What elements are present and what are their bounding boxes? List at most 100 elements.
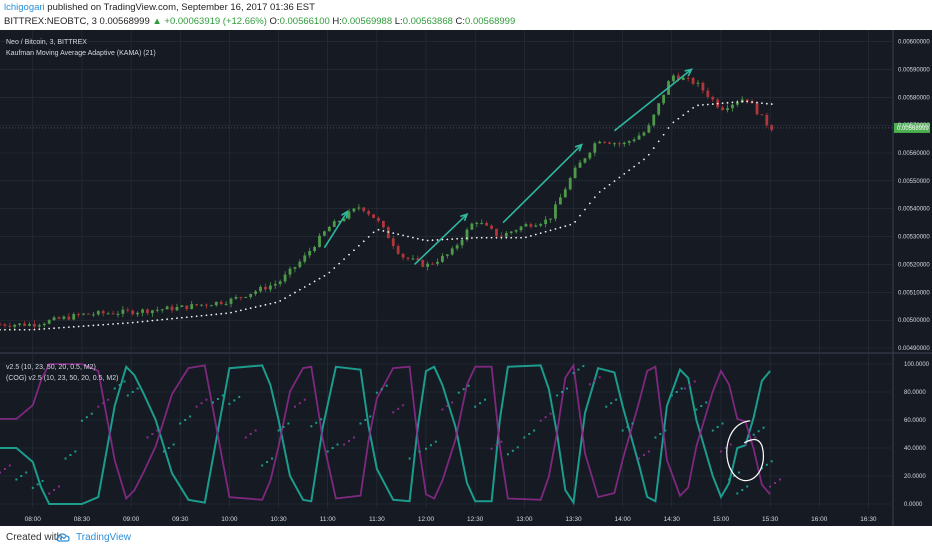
cog-point: [638, 457, 641, 460]
kama-point: [33, 328, 36, 331]
cog-point: [621, 429, 624, 432]
kama-point: [756, 101, 758, 104]
kama-point: [92, 324, 95, 327]
kama-point: [461, 237, 463, 240]
kama-point: [672, 121, 675, 124]
kama-point: [323, 274, 326, 277]
kama-point: [259, 305, 262, 307]
kama-point: [682, 114, 685, 117]
cog-point: [254, 429, 257, 432]
cog-point: [495, 444, 498, 447]
last-price: 0.00568999: [99, 16, 150, 27]
cog-point: [80, 419, 83, 422]
cog-point: [561, 391, 564, 393]
cog-point: [716, 426, 719, 428]
cog-point: [728, 478, 731, 481]
kama-point: [67, 326, 70, 329]
cog-point: [479, 402, 482, 405]
candle-up: [214, 301, 218, 306]
cog-point: [741, 489, 744, 491]
cog-point: [402, 404, 405, 407]
kama-point: [392, 232, 395, 235]
kama-point: [412, 236, 414, 239]
cog-point: [754, 436, 757, 439]
author-link[interactable]: lchigogari: [4, 2, 45, 13]
kama-point: [510, 236, 513, 239]
kama-point: [731, 101, 734, 104]
candle-up: [150, 310, 154, 314]
cog-point: [500, 440, 503, 443]
cog-point: [434, 440, 437, 443]
grid-layer: [0, 30, 932, 526]
candle-up: [249, 293, 253, 297]
candle-up: [273, 283, 277, 286]
price-tick-label: 0.00510000: [898, 290, 930, 296]
cog-point: [582, 365, 585, 368]
cog-point: [688, 384, 691, 386]
kama-point: [470, 237, 473, 239]
cog-point: [528, 433, 531, 435]
cog-point: [277, 429, 280, 432]
candle-up: [116, 313, 120, 315]
chart-svg[interactable]: 0.00568999 0.00600000 0.00590000 0.0058000…: [0, 30, 932, 526]
candle-down: [67, 316, 71, 320]
candle-down: [721, 107, 724, 110]
kama-point: [436, 239, 439, 241]
cog-point: [765, 463, 768, 466]
candle-up: [259, 286, 262, 292]
candle-down: [8, 325, 12, 327]
candle-up: [234, 297, 238, 299]
candle-down: [499, 235, 503, 237]
candle-up: [455, 245, 459, 249]
time-tick-label: 09:30: [172, 516, 189, 523]
kama-point: [382, 230, 385, 232]
candle-down: [421, 260, 425, 267]
kama-point: [225, 312, 228, 315]
cog-point: [631, 422, 634, 425]
kama-point: [235, 310, 237, 313]
price-tick-label: 0.00500000: [898, 318, 930, 324]
candle-up: [450, 248, 454, 255]
cog-point: [539, 419, 542, 422]
candle-down: [745, 99, 749, 102]
tradingview-logo[interactable]: TradingView: [56, 530, 136, 546]
cog-point: [467, 384, 470, 387]
cog-point: [282, 426, 285, 428]
kama-point: [692, 106, 694, 109]
candle-down: [760, 114, 764, 116]
candle-down: [23, 323, 26, 326]
price-tick-label: 0.00490000: [898, 346, 930, 352]
time-tick-label: 12:30: [467, 516, 484, 523]
kama-point: [102, 323, 105, 326]
cog-point: [760, 467, 763, 470]
price-tick-label: 0.00570000: [898, 123, 930, 129]
candle-up: [662, 94, 666, 104]
chart-area[interactable]: 0.00568999 0.00600000 0.00590000 0.0058000…: [0, 30, 932, 526]
cog-point: [392, 411, 395, 414]
candle-up: [165, 306, 169, 310]
candle-up: [441, 255, 444, 262]
kama-point: [328, 271, 331, 274]
candle-up: [573, 167, 577, 179]
cog-point: [320, 418, 323, 421]
cog-point: [131, 391, 134, 393]
candle-up: [313, 247, 316, 252]
candle-up: [598, 141, 602, 144]
kama-point: [289, 294, 291, 297]
cog-point: [605, 405, 608, 408]
kama-point: [377, 228, 380, 231]
candle-up: [318, 235, 321, 248]
trend-arrow: [323, 211, 349, 249]
cog-point: [549, 412, 552, 415]
kama-point: [121, 322, 124, 325]
cog-point: [523, 436, 526, 439]
price-tick-label: 0.00550000: [898, 179, 930, 185]
hand-drawn-circle: [726, 420, 765, 482]
candle-down: [431, 263, 434, 265]
cog-point: [249, 433, 252, 435]
kama-point: [8, 328, 11, 331]
cog-point: [588, 383, 591, 386]
candle-down: [0, 324, 2, 326]
cog-point: [721, 422, 724, 425]
kama-point: [657, 140, 660, 143]
